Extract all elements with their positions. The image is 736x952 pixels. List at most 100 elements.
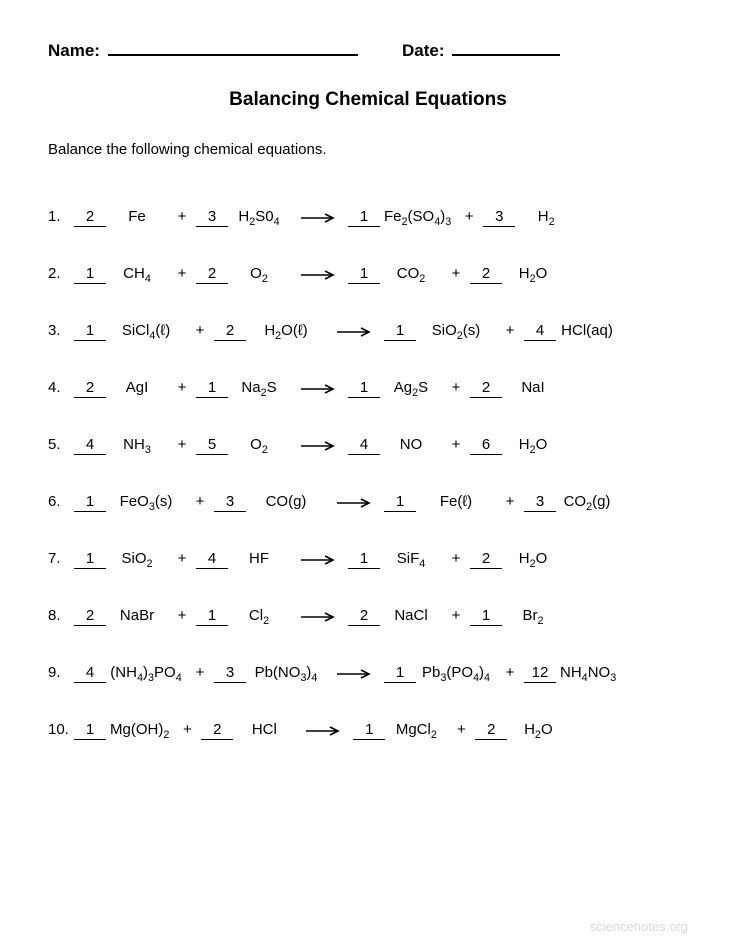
- equation-row: 5.4NH3+5O24NO+6H2O: [48, 436, 688, 455]
- coefficient-blank[interactable]: 1: [348, 379, 380, 398]
- equation-number: 7.: [48, 550, 74, 567]
- plus-sign: +: [168, 208, 196, 225]
- coefficient-blank[interactable]: 6: [470, 436, 502, 455]
- name-label: Name:: [48, 41, 100, 61]
- plus-sign: +: [168, 379, 196, 396]
- coefficient-blank[interactable]: 5: [196, 436, 228, 455]
- plus-sign: +: [186, 322, 214, 339]
- plus-sign: +: [496, 322, 524, 339]
- compound: H2O: [502, 436, 564, 453]
- coefficient-blank[interactable]: 4: [524, 322, 556, 341]
- coefficient-blank[interactable]: 1: [74, 265, 106, 284]
- equation-row: 4.2AgI+1Na2S1Ag2S+2NaI: [48, 379, 688, 398]
- equation-number: 6.: [48, 493, 74, 510]
- header: Name: Date:: [48, 38, 688, 61]
- equation-row: 8.2NaBr+1Cl22NaCl+1Br2: [48, 607, 688, 626]
- name-input-line[interactable]: [108, 38, 358, 56]
- compound: NH4NO3: [556, 664, 620, 681]
- coefficient-blank[interactable]: 2: [475, 721, 507, 740]
- coefficient-blank[interactable]: 1: [348, 208, 380, 227]
- coefficient-blank[interactable]: 12: [524, 664, 556, 683]
- reaction-arrow-icon: [290, 609, 348, 626]
- coefficient-blank[interactable]: 1: [74, 550, 106, 569]
- footer-attribution: sciencenotes.org: [590, 919, 688, 934]
- compound: CO(g): [246, 493, 326, 510]
- coefficient-blank[interactable]: 2: [201, 721, 233, 740]
- date-label: Date:: [402, 41, 445, 61]
- coefficient-blank[interactable]: 1: [74, 322, 106, 341]
- compound: Pb(NO3)4: [246, 664, 326, 681]
- coefficient-blank[interactable]: 3: [214, 664, 246, 683]
- compound: H2O: [502, 265, 564, 282]
- coefficient-blank[interactable]: 1: [384, 493, 416, 512]
- coefficient-blank[interactable]: 2: [214, 322, 246, 341]
- compound: Na2S: [228, 379, 290, 396]
- equation-number: 10.: [48, 721, 74, 738]
- coefficient-blank[interactable]: 2: [470, 379, 502, 398]
- coefficient-blank[interactable]: 4: [348, 436, 380, 455]
- date-input-line[interactable]: [452, 38, 560, 56]
- plus-sign: +: [186, 664, 214, 681]
- compound: H2S04: [228, 208, 290, 225]
- coefficient-blank[interactable]: 1: [348, 550, 380, 569]
- coefficient-blank[interactable]: 1: [384, 322, 416, 341]
- compound: AgI: [106, 379, 168, 396]
- coefficient-blank[interactable]: 2: [470, 550, 502, 569]
- coefficient-blank[interactable]: 1: [196, 379, 228, 398]
- compound: Fe2(SO4)3: [380, 208, 455, 225]
- coefficient-blank[interactable]: 2: [348, 607, 380, 626]
- coefficient-blank[interactable]: 3: [214, 493, 246, 512]
- compound: MgCl2: [385, 721, 447, 738]
- plus-sign: +: [442, 550, 470, 567]
- coefficient-blank[interactable]: 1: [353, 721, 385, 740]
- compound: H2O: [502, 550, 564, 567]
- coefficient-blank[interactable]: 2: [470, 265, 502, 284]
- equation-row: 9.4(NH4)3PO4+3Pb(NO3)41Pb3(PO4)4+12NH4NO…: [48, 664, 688, 683]
- compound: NaBr: [106, 607, 168, 624]
- compound: O2: [228, 436, 290, 453]
- plus-sign: +: [168, 265, 196, 282]
- compound: Br2: [502, 607, 564, 624]
- coefficient-blank[interactable]: 1: [196, 607, 228, 626]
- reaction-arrow-icon: [290, 438, 348, 455]
- plus-sign: +: [442, 265, 470, 282]
- coefficient-blank[interactable]: 2: [196, 265, 228, 284]
- compound: NH3: [106, 436, 168, 453]
- equation-number: 1.: [48, 208, 74, 225]
- coefficient-blank[interactable]: 1: [470, 607, 502, 626]
- compound: CH4: [106, 265, 168, 282]
- compound: H2O(ℓ): [246, 322, 326, 339]
- plus-sign: +: [173, 721, 201, 738]
- coefficient-blank[interactable]: 4: [74, 664, 106, 683]
- coefficient-blank[interactable]: 2: [74, 379, 106, 398]
- equation-number: 8.: [48, 607, 74, 624]
- coefficient-blank[interactable]: 3: [483, 208, 515, 227]
- coefficient-blank[interactable]: 2: [74, 607, 106, 626]
- compound: HF: [228, 550, 290, 567]
- coefficient-blank[interactable]: 1: [384, 664, 416, 683]
- equation-number: 5.: [48, 436, 74, 453]
- worksheet-page: Name: Date: Balancing Chemical Equations…: [0, 0, 736, 798]
- compound: O2: [228, 265, 290, 282]
- coefficient-blank[interactable]: 3: [524, 493, 556, 512]
- plus-sign: +: [455, 208, 483, 225]
- coefficient-blank[interactable]: 1: [348, 265, 380, 284]
- coefficient-blank[interactable]: 1: [74, 493, 106, 512]
- compound: Fe(ℓ): [416, 493, 496, 510]
- coefficient-blank[interactable]: 4: [196, 550, 228, 569]
- reaction-arrow-icon: [290, 552, 348, 569]
- equation-row: 3.1SiCl4(ℓ)+2H2O(ℓ)1SiO2(s)+4HCl(aq): [48, 322, 688, 341]
- compound: NaI: [502, 379, 564, 396]
- plus-sign: +: [442, 607, 470, 624]
- coefficient-blank[interactable]: 4: [74, 436, 106, 455]
- compound: CO2(g): [556, 493, 618, 510]
- compound: Ag2S: [380, 379, 442, 396]
- compound: CO2: [380, 265, 442, 282]
- equation-number: 3.: [48, 322, 74, 339]
- instruction-text: Balance the following chemical equations…: [48, 141, 688, 158]
- coefficient-blank[interactable]: 3: [196, 208, 228, 227]
- equation-number: 4.: [48, 379, 74, 396]
- coefficient-blank[interactable]: 2: [74, 208, 106, 227]
- reaction-arrow-icon: [295, 723, 353, 740]
- coefficient-blank[interactable]: 1: [74, 721, 106, 740]
